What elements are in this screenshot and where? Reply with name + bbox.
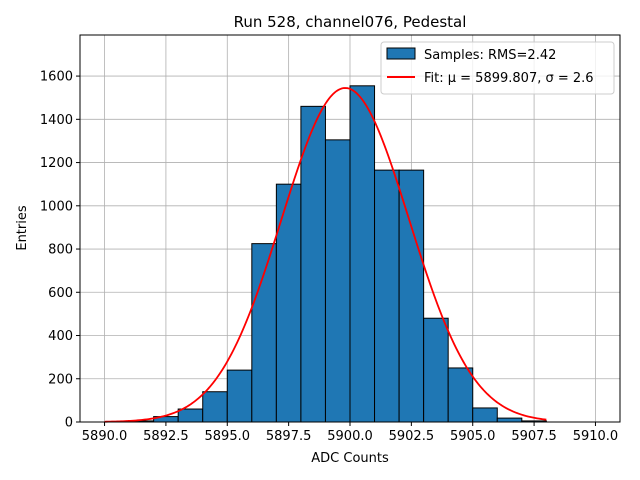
x-tick-label: 5905.0	[450, 429, 496, 444]
histogram-bar	[202, 391, 228, 423]
y-tick-label: 400	[48, 329, 73, 344]
legend-samples-label: Samples: RMS=2.42	[424, 48, 556, 63]
histogram-bar	[374, 169, 400, 423]
histogram-bar	[496, 417, 523, 423]
x-axis-ticks: 5890.0 5892.5 5895.0 5897.5 5900.0 5902.5 5905…	[82, 422, 618, 444]
x-tick-label: 5902.5	[389, 429, 435, 444]
legend-samples-swatch	[386, 47, 416, 60]
y-axis-label: Entries	[15, 205, 30, 251]
histogram-bar	[423, 317, 449, 423]
y-tick-label: 600	[48, 286, 73, 301]
y-tick-label: 200	[48, 372, 73, 387]
x-axis-label: ADC Counts	[311, 451, 389, 466]
y-tick-label: 1600	[40, 70, 73, 85]
chart-title: Run 528, channel076, Pedestal	[234, 13, 467, 31]
legend-box	[380, 41, 615, 95]
x-tick-label: 5900.0	[327, 429, 373, 444]
histogram-bar	[275, 183, 302, 423]
y-tick-label: 800	[48, 243, 73, 258]
y-axis-ticks: 0 200 400 600 800 1000 1200 1400 1600	[40, 70, 80, 431]
x-tick-label: 5897.5	[266, 429, 312, 444]
histogram-bars	[128, 85, 547, 423]
legend: Samples: RMS=2.42 Fit: μ = 5899.807, σ =…	[380, 41, 615, 95]
y-tick-label: 1200	[40, 156, 73, 171]
histogram-bar	[251, 243, 277, 423]
histogram-bar	[447, 367, 474, 423]
fit-curve	[104, 87, 547, 423]
x-tick-label: 5892.5	[143, 429, 189, 444]
histogram-bar	[177, 408, 204, 423]
histogram-bar	[300, 105, 326, 423]
fit-curve-layer	[104, 87, 547, 423]
y-tick-label: 1400	[40, 113, 73, 128]
legend-fit-label: Fit: μ = 5899.807, σ = 2.6	[424, 71, 594, 86]
x-tick-label: 5910.0	[573, 429, 619, 444]
y-tick-label: 1000	[40, 199, 73, 214]
histogram-bar	[226, 369, 253, 423]
x-tick-label: 5890.0	[82, 429, 128, 444]
x-tick-label: 5907.5	[511, 429, 557, 444]
histogram-bar	[324, 139, 351, 423]
y-tick-label: 0	[65, 416, 73, 431]
x-tick-label: 5895.0	[205, 429, 251, 444]
histogram-bar	[398, 169, 425, 423]
histogram-bar	[472, 407, 498, 423]
histogram-bar	[349, 85, 376, 423]
